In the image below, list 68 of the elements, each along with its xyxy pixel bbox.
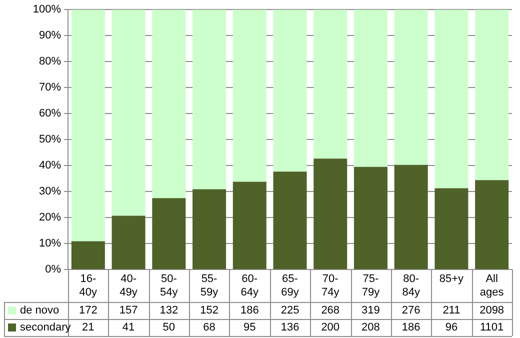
text: 136 bbox=[280, 322, 300, 334]
x-tick-label: 16-40y bbox=[79, 273, 98, 298]
x-tick-label: All ages bbox=[480, 273, 504, 298]
text: 211 bbox=[442, 304, 460, 317]
x-tick-label: 50-54y bbox=[160, 273, 178, 298]
legend-label: secondary bbox=[20, 322, 72, 334]
x-tick-label: 70-74y bbox=[321, 273, 340, 298]
bar bbox=[273, 172, 307, 270]
y-tick-label: 60% bbox=[38, 108, 62, 120]
bar bbox=[394, 164, 428, 270]
bar bbox=[434, 188, 468, 270]
y-tick-label: 20% bbox=[38, 212, 62, 224]
bar bbox=[232, 10, 266, 182]
bar bbox=[314, 10, 348, 159]
bar bbox=[192, 189, 226, 270]
text: 96 bbox=[445, 322, 458, 334]
y-tick-label: 70% bbox=[38, 82, 62, 94]
text: 1101 bbox=[480, 322, 504, 334]
bar bbox=[152, 198, 186, 270]
bar bbox=[314, 158, 348, 270]
y-tick-label: 30% bbox=[38, 186, 62, 198]
text: 21 bbox=[82, 322, 94, 334]
text: 2098 bbox=[480, 304, 504, 317]
bar bbox=[354, 166, 388, 270]
bar bbox=[112, 216, 146, 270]
bar bbox=[112, 10, 146, 216]
text: 172 bbox=[79, 304, 98, 317]
x-tick-label: 80-84y bbox=[402, 273, 420, 298]
y-tick-label: 40% bbox=[38, 160, 62, 172]
y-tick-label: 0% bbox=[45, 264, 62, 276]
legend-label: de novo bbox=[20, 304, 60, 317]
text: 268 bbox=[321, 304, 340, 317]
bar bbox=[475, 10, 509, 180]
x-tick-label: 55-59y bbox=[200, 273, 219, 298]
text: 132 bbox=[160, 304, 178, 317]
bar bbox=[475, 180, 509, 270]
bar bbox=[71, 10, 105, 242]
text: 225 bbox=[280, 304, 300, 317]
y-tick-label: 50% bbox=[38, 134, 62, 146]
bar bbox=[192, 10, 226, 190]
text: 157 bbox=[119, 304, 138, 317]
text: 152 bbox=[200, 304, 218, 317]
text: 95 bbox=[244, 322, 256, 334]
x-tick-label: 75-79y bbox=[362, 273, 380, 298]
text: 50 bbox=[162, 322, 176, 334]
bar bbox=[434, 10, 468, 188]
text: 276 bbox=[402, 304, 420, 317]
bar bbox=[152, 10, 186, 198]
bar bbox=[273, 10, 307, 172]
text: 186 bbox=[402, 322, 420, 334]
y-tick-label: 100% bbox=[32, 4, 62, 16]
bar bbox=[232, 182, 266, 270]
x-tick-label: 85+y bbox=[439, 273, 464, 286]
y-tick-label: 90% bbox=[38, 30, 62, 42]
text: 186 bbox=[240, 304, 259, 317]
bar bbox=[71, 241, 105, 270]
bar bbox=[354, 10, 388, 167]
text: 208 bbox=[362, 322, 380, 334]
text: 41 bbox=[122, 322, 135, 334]
bar bbox=[394, 10, 428, 165]
x-tick-label: 65-69y bbox=[281, 273, 300, 298]
y-tick-label: 80% bbox=[38, 56, 62, 68]
text: 200 bbox=[321, 322, 340, 334]
text: 68 bbox=[203, 322, 216, 334]
x-tick-label: 60-64y bbox=[240, 273, 259, 298]
x-tick-label: 40-49y bbox=[120, 273, 138, 298]
text: 319 bbox=[362, 304, 380, 317]
y-tick-label: 10% bbox=[38, 238, 62, 250]
